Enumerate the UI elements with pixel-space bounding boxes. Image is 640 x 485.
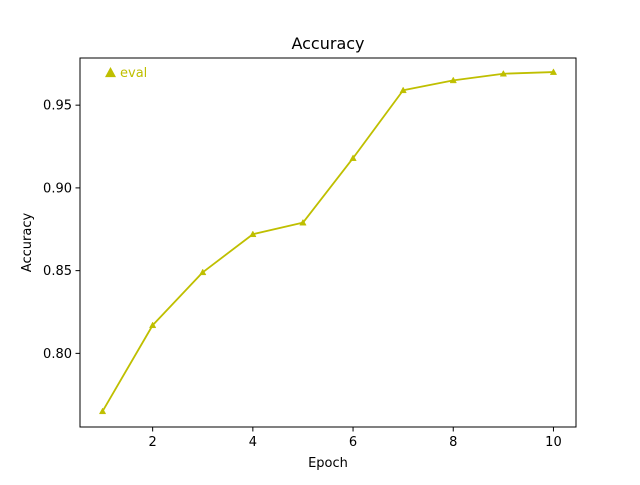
- y-tick-label: 0.85: [43, 264, 72, 279]
- series-line-eval: [101, 71, 554, 412]
- x-tick-label: 4: [249, 435, 257, 450]
- plot-area: [98, 68, 558, 415]
- y-tick-label: 0.95: [43, 99, 72, 114]
- y-tick-label: 0.80: [43, 347, 72, 362]
- data-point-marker: [499, 70, 507, 77]
- data-point-marker: [199, 268, 207, 276]
- x-tick-label: 6: [349, 435, 357, 450]
- data-point-marker: [98, 407, 107, 415]
- data-point-marker: [399, 86, 407, 94]
- data-point-marker: [349, 154, 357, 161]
- data-point-marker: [299, 218, 307, 226]
- legend-label: eval: [120, 66, 147, 81]
- data-point-marker: [249, 230, 257, 238]
- x-tick-label: 10: [545, 435, 562, 450]
- data-point-marker: [549, 68, 558, 75]
- y-axis-label: Accuracy: [20, 213, 35, 273]
- x-axis-label: Epoch: [308, 456, 348, 471]
- x-tick-label: 8: [449, 435, 457, 450]
- chart-title: Accuracy: [291, 34, 364, 53]
- plot-frame: [79, 57, 577, 428]
- legend-marker-triangle-icon: [105, 67, 116, 78]
- data-point-marker: [149, 321, 157, 329]
- data-point-marker: [449, 76, 457, 84]
- y-tick-label: 0.90: [43, 181, 72, 196]
- x-tick-label: 2: [149, 435, 157, 450]
